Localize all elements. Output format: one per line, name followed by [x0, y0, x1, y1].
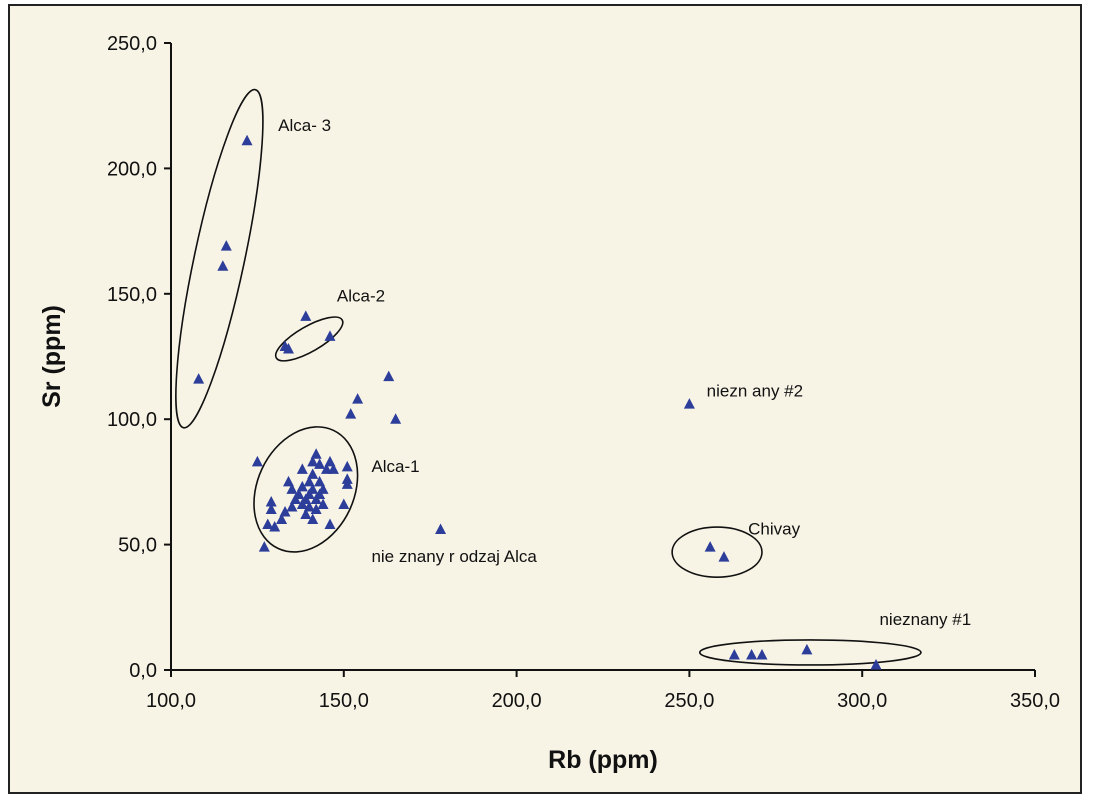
y-tick-label: 150,0 [107, 284, 157, 306]
data-point [341, 478, 353, 489]
data-point [269, 521, 281, 532]
data-point [314, 475, 326, 487]
data-point [300, 310, 312, 321]
x-tick-label: 300,0 [837, 690, 887, 712]
annotation-label: Alca-1 [371, 457, 419, 476]
data-point [217, 260, 229, 271]
data-point [314, 458, 326, 469]
y-axis-title: Sr (ppm) [38, 305, 66, 408]
data-point [283, 342, 295, 354]
data-point [220, 240, 232, 251]
data-point [345, 408, 357, 419]
data-point [324, 330, 336, 341]
group-ellipse [175, 88, 264, 429]
data-point [390, 413, 402, 424]
x-tick-label: 200,0 [492, 690, 542, 712]
annotation-label: Alca-2 [337, 286, 385, 305]
data-point [746, 648, 758, 660]
data-point [258, 541, 270, 552]
data-point [352, 393, 364, 404]
group-ellipses [175, 88, 922, 666]
data-point [801, 643, 813, 655]
annotation-label: Chivay [748, 520, 800, 539]
x-tick-label: 250,0 [664, 690, 714, 712]
data-point [756, 648, 768, 660]
data-point [262, 518, 274, 530]
data-point [303, 475, 315, 487]
y-tick-label: 250,0 [107, 33, 157, 55]
group-ellipse [671, 526, 763, 579]
x-tick-label: 100,0 [146, 690, 196, 712]
x-axis-title: Rb (ppm) [548, 746, 658, 774]
data-points [193, 134, 882, 670]
group-ellipse [698, 639, 922, 666]
data-point [300, 508, 312, 520]
data-point [718, 551, 730, 562]
data-point [293, 488, 305, 499]
data-point [310, 448, 322, 459]
data-point [324, 455, 336, 467]
data-point [327, 463, 339, 474]
data-point [286, 500, 298, 512]
annotation-label: nieznany #1 [879, 610, 971, 629]
data-point [383, 370, 395, 382]
data-point [435, 523, 447, 535]
data-point [683, 398, 695, 409]
data-point [728, 648, 740, 660]
data-point [341, 460, 353, 472]
data-point [296, 480, 308, 492]
annotation-label: Alca- 3 [278, 116, 331, 135]
data-point [338, 498, 350, 509]
data-point [307, 513, 319, 525]
data-point [324, 518, 336, 530]
data-point [310, 503, 322, 514]
data-point [279, 505, 291, 517]
data-point [296, 463, 308, 474]
data-point [307, 468, 319, 479]
annotation-label: niezn any #2 [707, 382, 803, 401]
data-point [283, 475, 295, 487]
axis-ticks: 0,0 50,0 100,0 150,0 200,0 250,0 100,0 150,0 200… [107, 33, 1060, 712]
data-point [303, 500, 315, 512]
annotation-label: nie znany r odzaj Alca [371, 547, 537, 566]
x-tick-label: 150,0 [319, 690, 369, 712]
y-tick-label: 0,0 [129, 660, 157, 682]
annotations: Alca- 3 Alca-2 Alca-1 niezn any #2 Chivay nie… [278, 116, 971, 629]
x-tick-label: 350,0 [1010, 690, 1060, 712]
data-point [265, 495, 277, 507]
chart-frame: 0,0 50,0 100,0 150,0 200,0 250,0 100,0 150,0 200… [8, 4, 1082, 794]
data-point [321, 463, 333, 474]
y-tick-label: 200,0 [107, 158, 157, 180]
y-tick-label: 100,0 [107, 409, 157, 431]
scatter-chart: 0,0 50,0 100,0 150,0 200,0 250,0 100,0 150,0 200… [38, 33, 1060, 774]
data-point [307, 483, 319, 494]
data-point [241, 134, 253, 146]
axes [170, 43, 1035, 671]
data-point [265, 503, 277, 514]
data-point [317, 498, 329, 509]
data-point [276, 513, 288, 525]
data-point [251, 455, 263, 467]
group-ellipse [274, 316, 344, 362]
data-point [193, 373, 205, 384]
data-point [704, 541, 716, 552]
group-ellipse [253, 426, 359, 553]
data-point [317, 483, 329, 494]
data-point [870, 658, 882, 670]
data-point [286, 483, 298, 494]
data-point [307, 455, 319, 467]
y-tick-label: 50,0 [118, 535, 157, 557]
